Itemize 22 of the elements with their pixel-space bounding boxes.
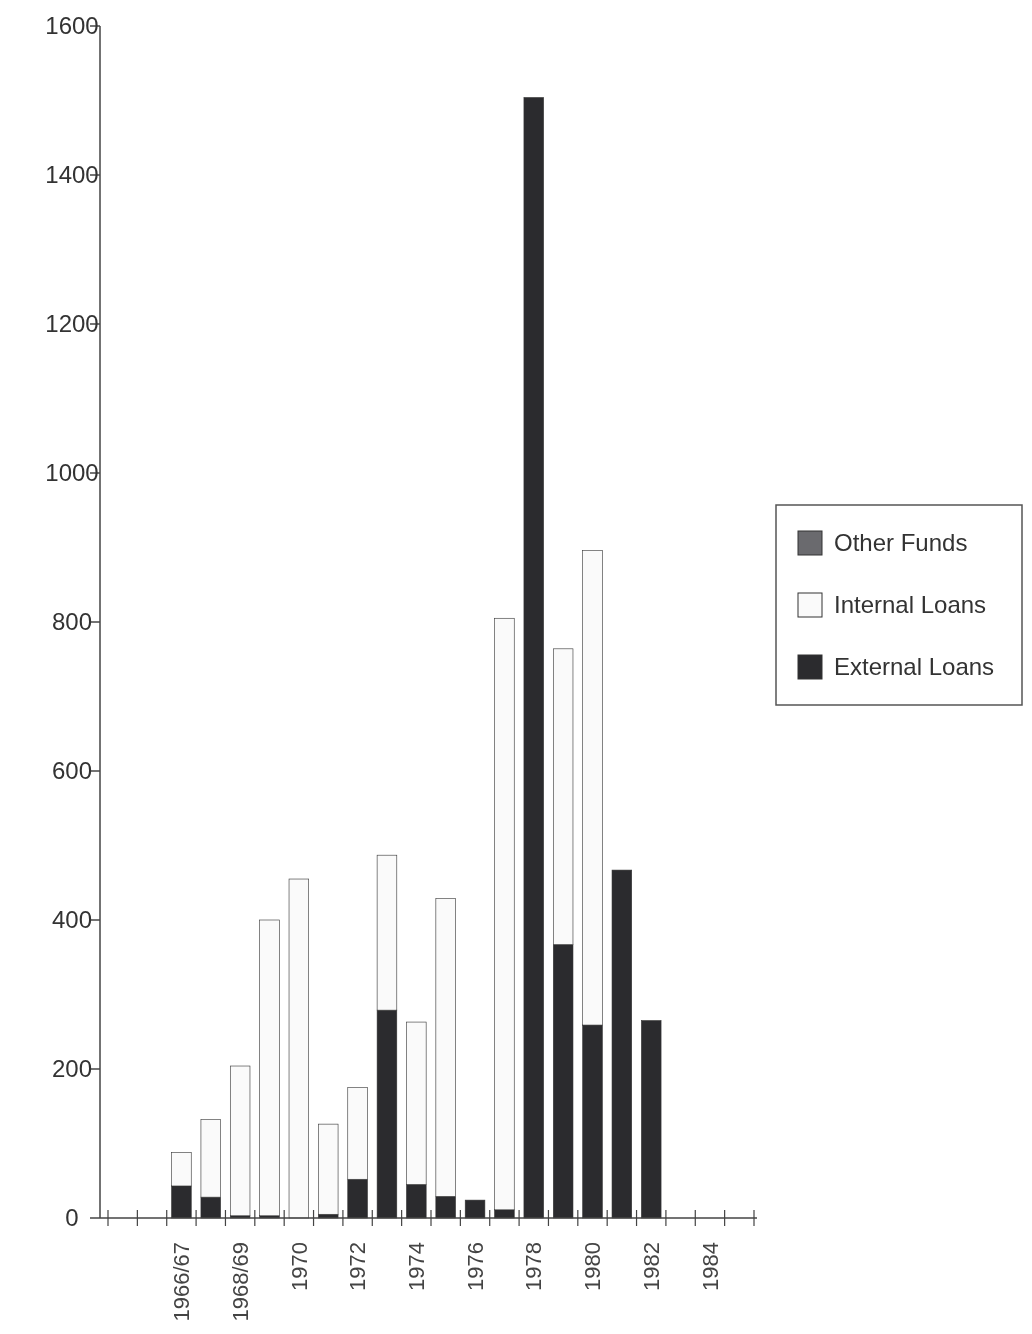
y-tick-label: 1400 — [45, 161, 99, 189]
y-tick-label: 1000 — [45, 459, 99, 487]
legend-label: External Loans — [834, 653, 995, 681]
x-tick-label: 1982 — [638, 1242, 664, 1291]
x-tick-label: 1966/67 — [169, 1242, 195, 1322]
y-tick-label: 1200 — [45, 310, 99, 338]
y-tick-label: 1600 — [45, 12, 99, 40]
x-tick-label: 1984 — [697, 1242, 723, 1291]
x-tick-label: 1972 — [345, 1242, 371, 1291]
x-tick-label: 1974 — [404, 1242, 430, 1291]
y-tick-label: 0 — [65, 1204, 79, 1232]
x-tick-label: 1978 — [521, 1242, 547, 1291]
y-tick-label: 400 — [51, 906, 93, 934]
legend-label: Internal Loans — [834, 591, 987, 619]
y-tick-label: 600 — [51, 757, 93, 785]
x-tick-label: 1976 — [462, 1242, 488, 1291]
y-tick-label: 200 — [51, 1055, 93, 1083]
x-tick-label: 1968/69 — [227, 1242, 253, 1322]
x-tick-label: 1970 — [286, 1242, 312, 1291]
legend-label: Other Funds — [834, 529, 968, 557]
y-tick-label: 800 — [51, 608, 93, 636]
x-tick-label: 1980 — [580, 1242, 606, 1291]
